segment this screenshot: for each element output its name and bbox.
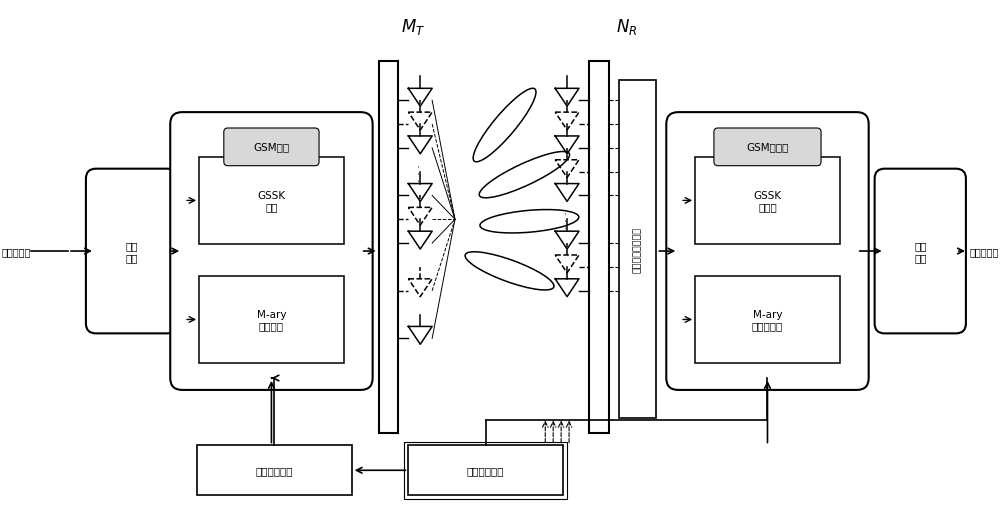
Text: 发送天线选择: 发送天线选择 bbox=[467, 465, 504, 475]
Text: GSSK
解映射: GSSK 解映射 bbox=[753, 190, 782, 212]
Text: $N_R$: $N_R$ bbox=[616, 17, 637, 37]
Text: 数据
重组: 数据 重组 bbox=[914, 241, 927, 262]
Bar bbox=[379, 62, 398, 433]
Text: 数据
分组: 数据 分组 bbox=[125, 241, 138, 262]
Text: 输入比特流: 输入比特流 bbox=[2, 246, 31, 257]
Text: · · ·: · · · bbox=[562, 211, 572, 229]
Bar bbox=[619, 81, 656, 418]
FancyBboxPatch shape bbox=[170, 113, 373, 390]
Bar bbox=[404, 442, 567, 499]
Bar bbox=[695, 276, 840, 363]
Bar bbox=[695, 157, 840, 245]
Text: GSM映射: GSM映射 bbox=[253, 142, 289, 152]
Bar bbox=[197, 445, 352, 495]
FancyBboxPatch shape bbox=[714, 129, 821, 166]
FancyBboxPatch shape bbox=[224, 129, 319, 166]
Bar bbox=[199, 157, 344, 245]
Text: 最优最大似然检测: 最优最大似然检测 bbox=[633, 227, 642, 272]
Text: M-ary
星座映射: M-ary 星座映射 bbox=[257, 309, 286, 331]
Bar bbox=[408, 445, 563, 495]
FancyBboxPatch shape bbox=[875, 169, 966, 334]
Text: GSSK
映射: GSSK 映射 bbox=[257, 190, 285, 212]
FancyBboxPatch shape bbox=[666, 113, 869, 390]
Text: $M_T$: $M_T$ bbox=[401, 17, 425, 37]
Bar bbox=[589, 62, 609, 433]
Bar bbox=[199, 276, 344, 363]
Text: M-ary
星座解映射: M-ary 星座解映射 bbox=[752, 309, 783, 331]
Text: 输出比特流: 输出比特流 bbox=[969, 246, 998, 257]
FancyBboxPatch shape bbox=[86, 169, 177, 334]
Text: GSM解映射: GSM解映射 bbox=[746, 142, 789, 152]
Text: 选择结果反馈: 选择结果反馈 bbox=[256, 465, 293, 475]
Text: · · ·: · · · bbox=[415, 163, 425, 181]
